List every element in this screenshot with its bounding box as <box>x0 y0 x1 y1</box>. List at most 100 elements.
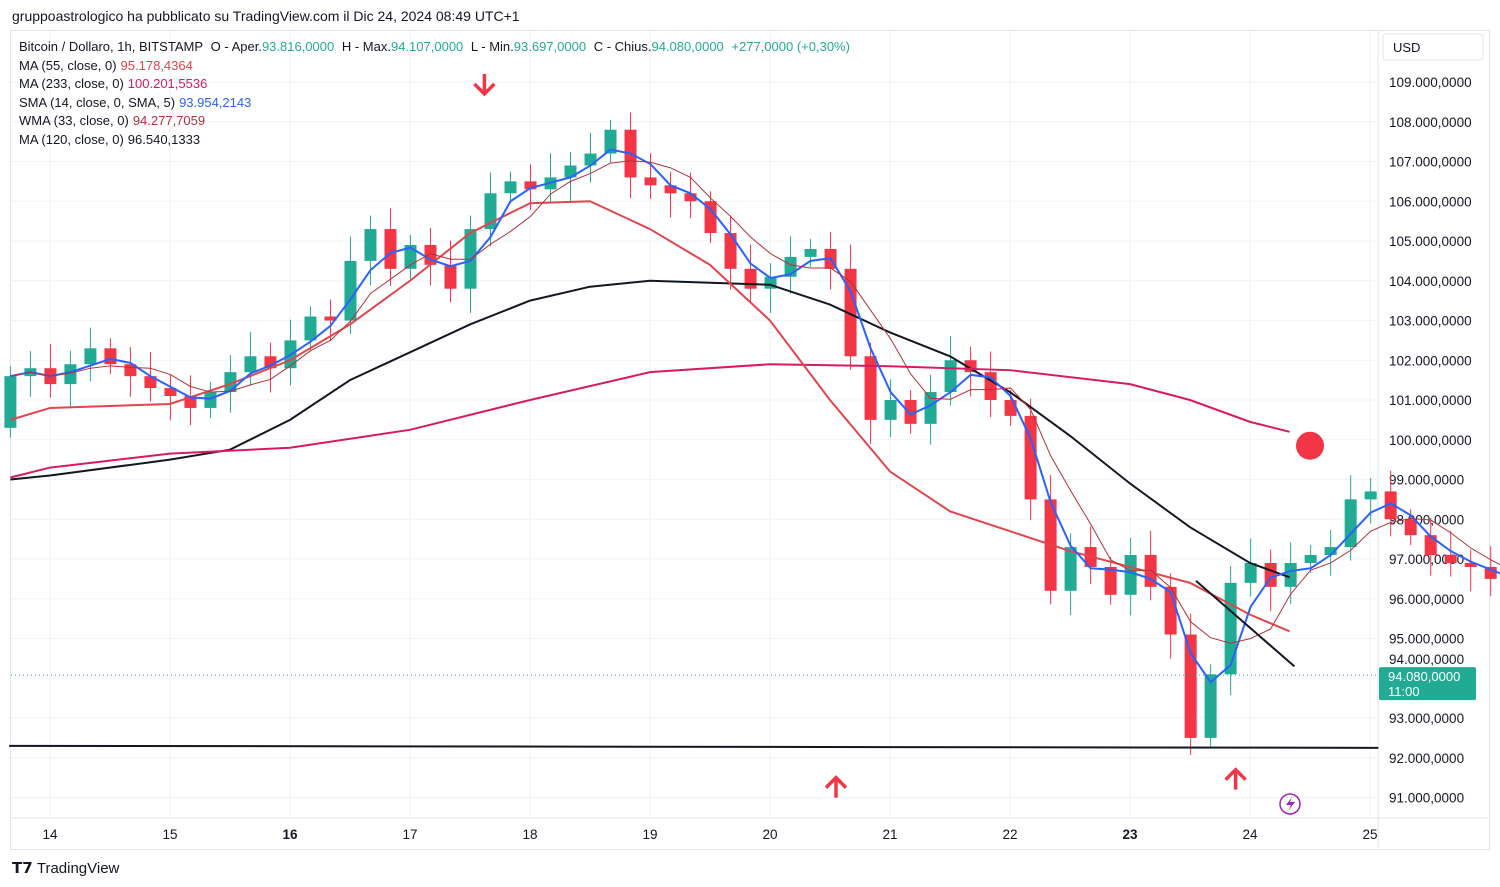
candle <box>104 348 117 365</box>
x-tick-label: 25 <box>1362 827 1377 842</box>
y-tick-label: 100.000,0000 <box>1389 433 1472 448</box>
open-label: O - Aper. <box>210 39 262 54</box>
candle <box>204 392 217 408</box>
brand-label: TradingView <box>36 860 120 877</box>
candle <box>644 177 657 186</box>
x-tick-label: 15 <box>162 827 177 842</box>
open-value: 93.816,0000 <box>261 39 335 54</box>
y-tick-label: 104.000,0000 <box>1389 274 1472 289</box>
candle <box>804 248 817 257</box>
indicator-label: MA (55, close, 0) <box>19 57 117 73</box>
indicator-label: SMA (14, close, 0, SMA, 5) <box>19 94 176 110</box>
candle <box>964 360 977 373</box>
lightning-icon-glyph <box>1286 797 1295 811</box>
change-value: +277,0000 (+0,30%) <box>731 39 850 54</box>
candle <box>1284 562 1297 587</box>
currency-label: USD <box>1393 40 1420 55</box>
y-tick-label: 106.000,0000 <box>1389 194 1472 209</box>
y-tick-label: 96.000,0000 <box>1389 592 1464 607</box>
indicator-list: MA (55, close, 0) 95.178,4364 MA (233, clo… <box>19 57 854 150</box>
y-tick-label: 94.000,0000 <box>1389 652 1464 667</box>
candle <box>444 264 457 289</box>
candle <box>844 268 857 357</box>
y-tick-label: 92.000,0000 <box>1389 751 1464 766</box>
candle <box>724 233 737 269</box>
candle <box>144 376 157 389</box>
red-dot-marker <box>1296 431 1324 460</box>
y-tick-label: 109.000,0000 <box>1389 75 1472 90</box>
candle <box>84 348 97 365</box>
ma-line <box>10 160 1500 644</box>
symbol-name[interactable]: Bitcoin / Dollaro, 1h, BITSTAMP <box>19 39 203 54</box>
low-value: 93.697,0000 <box>513 39 587 54</box>
indicator-label: MA (120, close, 0) <box>19 131 124 147</box>
currency-box <box>1382 33 1484 61</box>
ma-line <box>10 363 1290 479</box>
close-label: C - Chius. <box>593 39 652 54</box>
tv-logo-icon: 𝗧𝟳 <box>12 860 37 877</box>
high-value: 94.107,0000 <box>390 39 464 54</box>
candle <box>1344 499 1357 548</box>
candle <box>1464 562 1477 567</box>
candle <box>324 316 337 321</box>
x-tick-label: 22 <box>1002 827 1017 842</box>
candle <box>384 229 397 269</box>
candle <box>1424 535 1437 556</box>
x-tick-label: 19 <box>642 827 657 842</box>
candle <box>1184 634 1197 738</box>
ma-line <box>10 148 1500 684</box>
low-label: L - Min. <box>470 39 514 54</box>
y-tick-label: 99.000,0000 <box>1389 473 1464 488</box>
publisher-line: gruppoastrologico ha pubblicato su Tradi… <box>12 8 520 24</box>
indicator-value: 100.201,5536 <box>127 76 208 91</box>
x-tick-label: 24 <box>1242 827 1258 842</box>
candle <box>1124 555 1137 595</box>
indicator-row[interactable]: SMA (14, close, 0, SMA, 5) 93.954,2143 <box>19 94 854 113</box>
candle <box>564 165 577 178</box>
indicator-value: 95.178,4364 <box>120 57 193 73</box>
arrow-down-icon <box>473 73 496 97</box>
candle <box>1304 555 1317 563</box>
y-tick-label: 105.000,0000 <box>1389 234 1472 249</box>
candle <box>584 153 597 166</box>
countdown-label: 11:00 <box>1388 684 1420 699</box>
candle <box>1444 555 1457 563</box>
y-tick-label: 108.000,0000 <box>1389 115 1472 130</box>
candle <box>1384 491 1397 520</box>
symbol-row: Bitcoin / Dollaro, 1h, BITSTAMP O - Aper… <box>19 38 854 57</box>
x-tick-label: 14 <box>42 827 58 842</box>
indicator-row[interactable]: MA (233, close, 0) 100.201,5536 <box>19 75 854 94</box>
candle <box>604 129 617 154</box>
indicator-row[interactable]: MA (55, close, 0) 95.178,4364 <box>19 57 854 76</box>
lightning-icon <box>1279 793 1301 815</box>
arrow-up-icon <box>1224 767 1247 790</box>
candle <box>484 193 497 230</box>
x-tick-label: 20 <box>762 827 777 842</box>
arrow-up-icon <box>824 775 848 798</box>
candle <box>524 181 537 190</box>
indicator-label: WMA (33, close, 0) <box>19 113 129 128</box>
indicator-value: 93.954,2143 <box>179 94 252 110</box>
y-tick-label: 103.000,0000 <box>1389 314 1472 329</box>
indicator-row[interactable]: WMA (33, close, 0) 94.277,7059 <box>19 112 854 131</box>
candle <box>1364 491 1377 500</box>
candle <box>704 201 717 234</box>
ma-line <box>10 200 1290 633</box>
candle <box>124 364 137 377</box>
y-tick-label: 102.000,0000 <box>1389 353 1472 368</box>
tradingview-logo[interactable]: 𝗧𝟳 TradingView <box>12 859 119 877</box>
candle <box>904 400 917 424</box>
chart-frame <box>10 30 1490 850</box>
support-line <box>9 744 1379 749</box>
x-tick-label: 23 <box>1122 827 1138 842</box>
candle <box>264 356 277 369</box>
ma-line <box>10 279 1290 579</box>
candle <box>1404 519 1417 536</box>
candle <box>304 316 317 341</box>
indicator-row[interactable]: MA (120, close, 0) 96.540,1333 <box>19 131 854 150</box>
last-price-badge <box>1379 667 1476 701</box>
candle <box>164 388 177 397</box>
close-value: 94.080,0000 <box>651 39 724 54</box>
candle <box>4 376 17 428</box>
